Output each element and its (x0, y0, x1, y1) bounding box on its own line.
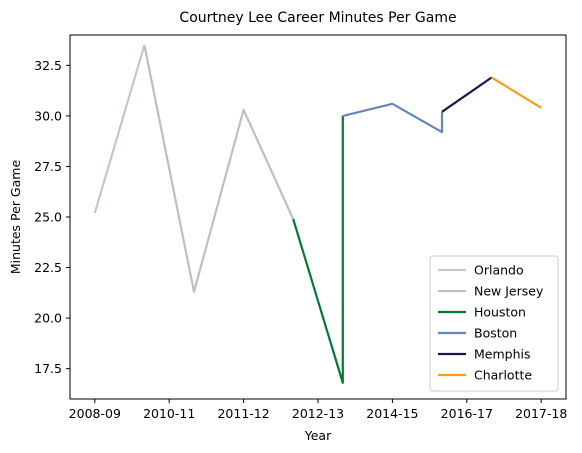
legend-box (429, 255, 559, 392)
legend-label-houston: Houston (474, 305, 526, 320)
x-tick-label: 2017-18 (515, 406, 567, 421)
x-tick-label: 2010-11 (143, 406, 195, 421)
y-tick-label: 25.0 (34, 210, 62, 225)
x-axis-label: Year (304, 428, 332, 443)
chart-title: Courtney Lee Career Minutes Per Game (179, 10, 456, 26)
y-axis-ticks: 17.5 20.0 22.5 25.0 27.5 30.0 32.5 (34, 58, 70, 376)
x-tick-label: 2008-09 (69, 406, 121, 421)
legend-label-boston: Boston (474, 326, 517, 341)
series-line-boston (342, 102, 444, 134)
legend-label-charlotte: Charlotte (474, 368, 532, 383)
series-line-charlotte (491, 76, 542, 109)
legend: Orlando New Jersey Houston Boston Memphis Cha… (429, 255, 559, 392)
x-tick-label: 2011-12 (217, 406, 269, 421)
x-tick-label: 2012-13 (292, 406, 344, 421)
y-axis-label: Minutes Per Game (8, 160, 23, 275)
legend-label-memphis: Memphis (474, 347, 531, 362)
y-tick-label: 30.0 (34, 108, 62, 123)
x-tick-label: 2014-15 (366, 406, 418, 421)
legend-label-orlando: Orlando (474, 263, 524, 278)
y-tick-label: 20.0 (34, 311, 62, 326)
y-tick-label: 32.5 (34, 58, 62, 73)
legend-label-new-jersey: New Jersey (474, 284, 544, 299)
y-tick-label: 17.5 (34, 361, 62, 376)
x-axis-ticks: 2008-09 2010-11 2011-12 2012-13 2014-15 2016-… (69, 399, 567, 421)
series-line-houston (292, 115, 344, 384)
plot-lines (93, 44, 542, 384)
series-line-memphis (441, 76, 493, 113)
x-tick-label: 2016-17 (441, 406, 493, 421)
y-tick-label: 27.5 (34, 159, 62, 174)
y-tick-label: 22.5 (34, 260, 62, 275)
series-line-new-jersey (143, 44, 295, 293)
series-line-orlando (93, 44, 146, 214)
